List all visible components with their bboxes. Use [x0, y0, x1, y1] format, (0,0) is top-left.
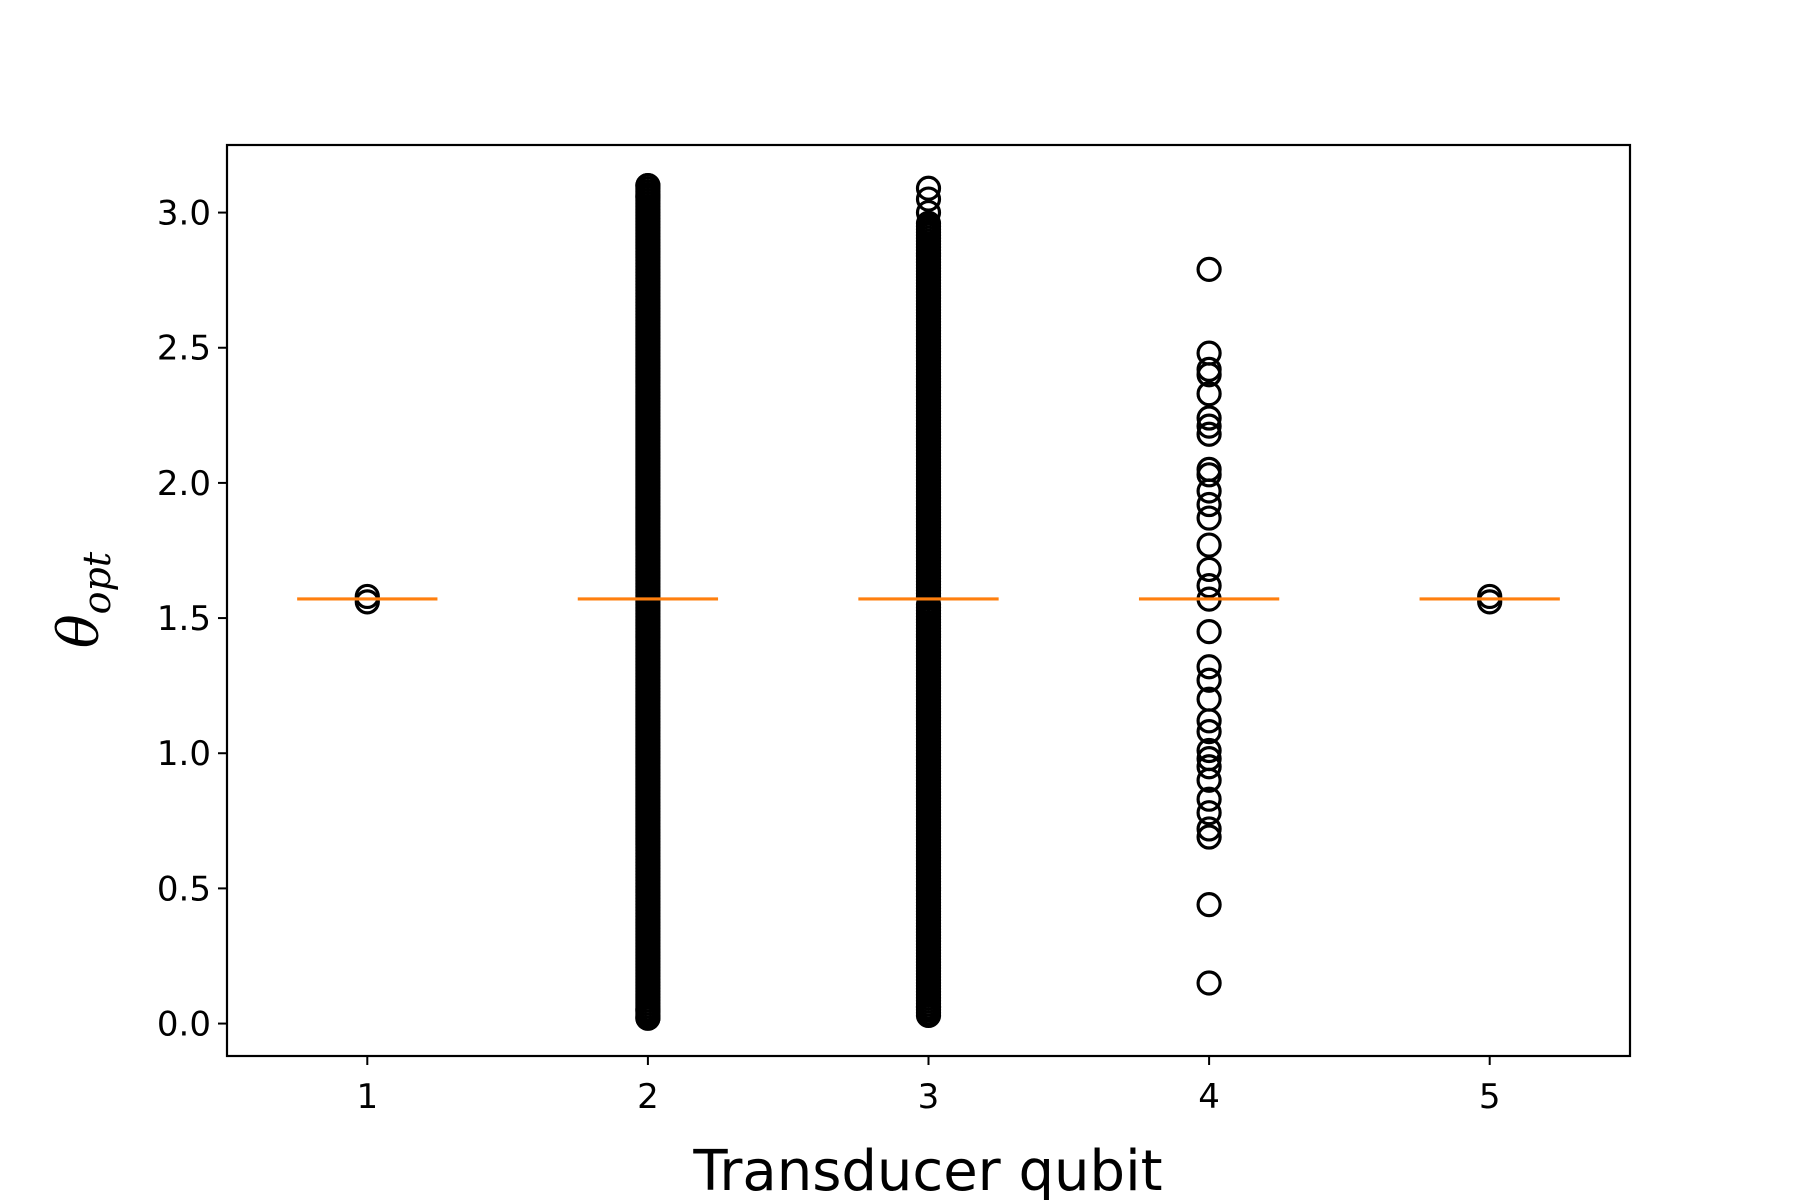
- flier-point: [1196, 970, 1222, 996]
- flier-point: [1196, 686, 1222, 712]
- flier-point: [1196, 824, 1222, 850]
- y-tick-label: 0.5: [157, 869, 211, 909]
- flier-point: [1196, 505, 1222, 531]
- flier-point: [1196, 532, 1222, 558]
- flier-point: [915, 1002, 942, 1029]
- flier-point: [1196, 754, 1222, 780]
- y-tick-label: 1.5: [157, 599, 211, 639]
- flier-point: [1196, 256, 1222, 282]
- flier-point: [915, 994, 942, 1020]
- flier-group-2: [635, 172, 661, 1031]
- flier-point: [1196, 413, 1222, 439]
- y-axis-title-sub: opt: [75, 551, 119, 614]
- flier-point: [1196, 892, 1222, 918]
- flier-point: [1477, 583, 1503, 610]
- y-axis-title: θopt: [47, 551, 119, 648]
- x-tick-label: 2: [637, 1077, 659, 1117]
- flier-point: [1196, 816, 1222, 842]
- flier-point: [1196, 556, 1222, 583]
- flier-point: [1196, 456, 1222, 482]
- flier-point: [1196, 786, 1222, 812]
- flier-point: [1196, 340, 1222, 366]
- flier-point: [1196, 719, 1222, 745]
- x-tick-label: 5: [1479, 1077, 1501, 1117]
- flier-group-3: [915, 175, 942, 1029]
- plot-marks: [297, 172, 1560, 1031]
- flier-point: [1196, 618, 1222, 645]
- flier-point: [1196, 746, 1222, 772]
- flier-group-1: [354, 583, 380, 615]
- flier-point: [1196, 381, 1222, 407]
- flier-point: [1196, 405, 1222, 431]
- ticks: 0.0 0.5 1.0 1.5 2.0 2.5 3.0 1 2 3 4 5: [157, 194, 1501, 1117]
- flier-point: [915, 186, 942, 212]
- y-tick-label: 2.0: [157, 464, 211, 504]
- flier-group-4: [1196, 256, 1222, 996]
- flier-point: [1196, 356, 1222, 382]
- x-tick-label: 1: [356, 1077, 378, 1117]
- flier-point: [1196, 800, 1222, 826]
- y-tick-label: 3.0: [157, 194, 211, 234]
- flier-point: [1196, 491, 1222, 518]
- flier-group-5: [1477, 583, 1503, 615]
- flier-point: [354, 583, 380, 610]
- flier-point: [915, 199, 942, 226]
- x-tick-label: 4: [1198, 1077, 1220, 1117]
- flier-point: [1196, 421, 1222, 447]
- flier-point: [635, 997, 661, 1023]
- flier-point: [635, 172, 661, 199]
- flier-point: [1196, 737, 1222, 764]
- flier-point: [635, 1005, 661, 1031]
- y-tick-label: 0.0: [157, 1005, 211, 1045]
- flier-point: [915, 210, 942, 236]
- flier-point: [635, 183, 661, 209]
- x-tick-label: 3: [918, 1077, 940, 1117]
- y-tick-label: 2.5: [157, 329, 211, 369]
- flier-point: [1196, 573, 1222, 599]
- flier-point: [1196, 667, 1222, 693]
- y-tick-label: 1.0: [157, 734, 211, 774]
- flier-point: [915, 175, 942, 201]
- y-axis-title-main: θ: [47, 614, 112, 648]
- x-axis-title: Transducer qubit: [692, 1139, 1162, 1200]
- flier-point: [1196, 654, 1222, 680]
